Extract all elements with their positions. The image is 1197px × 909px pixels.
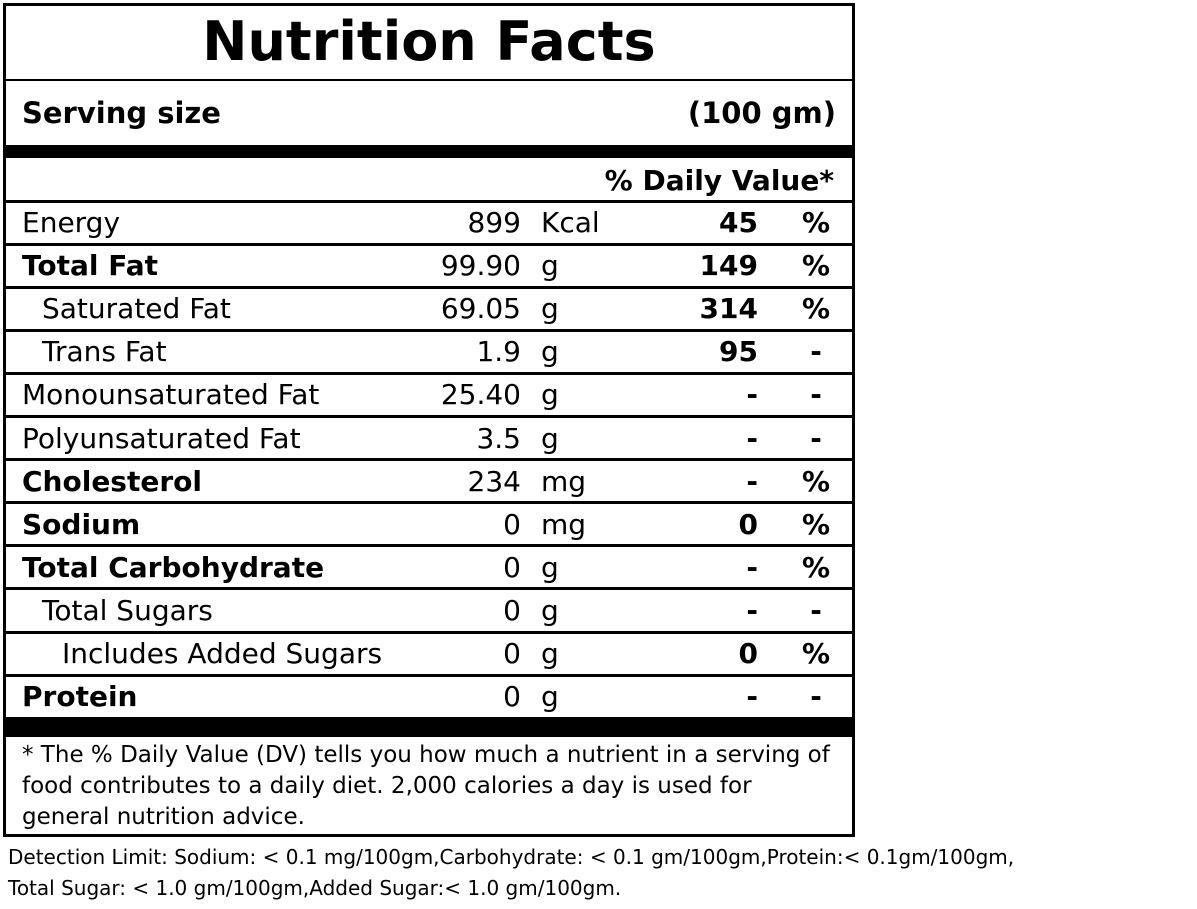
row-divider	[6, 371, 852, 375]
percent: %	[801, 292, 831, 326]
amount: 0	[503, 637, 521, 670]
percent: -	[810, 421, 822, 455]
amount: 899	[467, 206, 521, 239]
unit: g	[541, 249, 559, 283]
percent: -	[810, 680, 822, 714]
daily-value: -	[746, 550, 758, 584]
percent: -	[810, 593, 822, 627]
nutrient-name: Polyunsaturated Fat	[22, 421, 301, 455]
unit: g	[541, 637, 559, 670]
daily-value: -	[746, 680, 758, 714]
daily-value: 0	[738, 637, 758, 670]
percent: %	[801, 637, 831, 670]
percent: -	[810, 335, 822, 369]
percent: %	[801, 550, 831, 584]
unit: g	[541, 550, 559, 584]
serving-label: Serving size	[22, 96, 221, 130]
unit: Kcal	[541, 206, 600, 239]
daily-value: 45	[719, 206, 758, 239]
divider	[6, 79, 852, 81]
amount: 0	[503, 507, 521, 541]
detection-limit: Total Sugar: < 1.0 gm/100gm,Added Sugar:…	[8, 876, 622, 900]
amount: 25.40	[440, 378, 521, 412]
nutrient-name: Total Fat	[22, 249, 159, 283]
nutrient-name: Trans Fat	[42, 335, 167, 369]
amount: 0	[503, 680, 521, 714]
nutrient-name: Includes Added Sugars	[62, 637, 383, 670]
daily-value: 314	[699, 292, 758, 326]
nutrient-name: Energy	[22, 206, 121, 239]
daily-value-header: % Daily Value*	[604, 164, 834, 197]
nutrient-name: Cholesterol	[22, 464, 202, 498]
daily-value: -	[746, 421, 758, 455]
amount: 0	[503, 550, 521, 584]
percent: %	[801, 206, 831, 239]
percent: -	[810, 378, 822, 412]
unit: g	[541, 421, 559, 455]
row-divider	[6, 587, 852, 591]
unit: mg	[541, 464, 587, 498]
thick-bar	[6, 145, 852, 158]
unit: g	[541, 335, 559, 369]
thick-bar	[6, 717, 852, 737]
amount: 234	[467, 464, 521, 498]
daily-value: 95	[719, 335, 758, 369]
amount: 99.90	[440, 249, 521, 283]
row-divider	[6, 328, 852, 332]
amount: 69.05	[440, 292, 521, 326]
percent: %	[801, 464, 831, 498]
amount: 0	[503, 593, 521, 627]
nutrient-name: Monounsaturated Fat	[22, 378, 320, 412]
daily-value: -	[746, 593, 758, 627]
row-divider	[6, 544, 852, 548]
daily-value: 149	[699, 249, 758, 283]
nutrient-name: Total Carbohydrate	[22, 550, 325, 584]
unit: g	[541, 680, 559, 714]
unit: mg	[541, 507, 587, 541]
unit: g	[541, 292, 559, 326]
serving-value: (100 gm)	[687, 96, 836, 130]
row-divider	[6, 501, 852, 505]
nutrient-name: Protein	[22, 680, 138, 714]
percent: %	[801, 249, 831, 283]
title: Nutrition Facts	[202, 10, 656, 73]
nutrient-name: Total Sugars	[42, 593, 213, 627]
daily-value: -	[746, 464, 758, 498]
footnote: * The % Daily Value (DV) tells you how m…	[22, 742, 830, 830]
nutrition-label: Nutrition Facts Serving size (100 gm) % …	[3, 3, 855, 837]
nutrient-name: Sodium	[22, 507, 141, 541]
row-divider	[6, 199, 852, 203]
row-divider	[6, 242, 852, 246]
row-divider	[6, 673, 852, 677]
amount: 1.9	[476, 335, 521, 369]
amount: 3.5	[476, 421, 521, 455]
row-divider	[6, 630, 852, 634]
unit: g	[541, 593, 559, 627]
row-divider	[6, 458, 852, 462]
daily-value: -	[746, 378, 758, 412]
detection-limit: Detection Limit: Sodium: < 0.1 mg/100gm,…	[8, 845, 1015, 869]
daily-value: 0	[738, 507, 758, 541]
percent: %	[801, 507, 831, 541]
row-divider	[6, 415, 852, 418]
row-divider	[6, 285, 852, 289]
nutrient-name: Saturated Fat	[42, 292, 231, 326]
unit: g	[541, 378, 559, 412]
